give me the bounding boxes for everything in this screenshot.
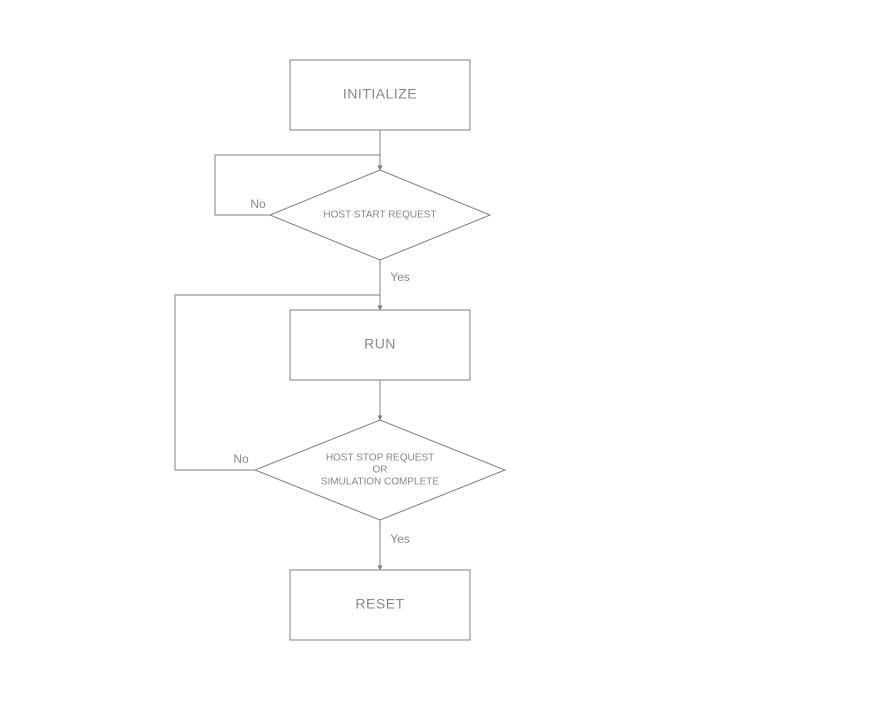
node-reset: RESET	[290, 570, 470, 640]
node-label-dec_stop-line1: OR	[373, 465, 388, 476]
node-label-initialize: INITIALIZE	[343, 86, 417, 102]
edge-label-e5: Yes	[390, 532, 410, 546]
node-label-reset: RESET	[355, 596, 404, 612]
edge-label-e3: No	[250, 197, 266, 211]
node-dec_start: HOST START REQUEST	[270, 170, 490, 260]
edge-label-e2: Yes	[390, 270, 410, 284]
node-label-dec_stop-line0: HOST STOP REQUEST	[326, 453, 434, 464]
node-label-run: RUN	[364, 336, 396, 352]
node-run: RUN	[290, 310, 470, 380]
node-label-dec_start: HOST START REQUEST	[323, 210, 436, 221]
flowchart-canvas: Yes No Yes No INITIALIZE HOST START REQUEST RU…	[0, 0, 877, 727]
node-dec_stop: HOST STOP REQUESTORSIMULATION COMPLETE	[255, 420, 505, 520]
edge-label-e6: No	[233, 452, 249, 466]
node-initialize: INITIALIZE	[290, 60, 470, 130]
node-label-dec_stop-line2: SIMULATION COMPLETE	[321, 477, 439, 488]
